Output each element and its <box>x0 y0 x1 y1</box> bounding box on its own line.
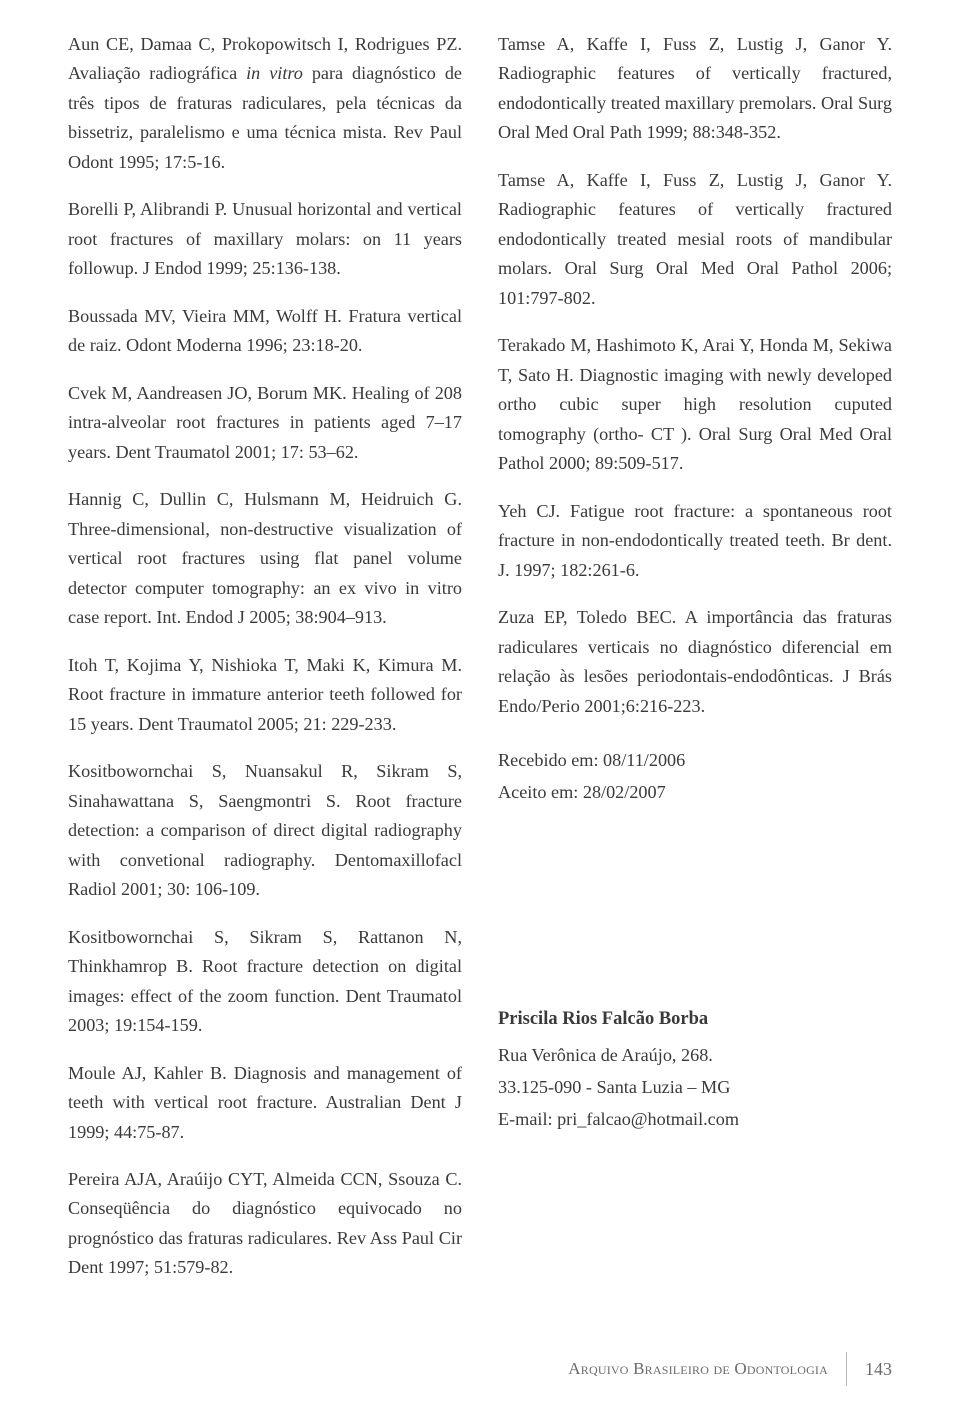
author-address-2: 33.125-090 - Santa Luzia – MG <box>498 1072 892 1104</box>
reference-item: Kositbowornchai S, Nuansakul R, Sikram S… <box>68 757 462 904</box>
reference-item: Pereira AJA, Araúijo CYT, Almeida CCN, S… <box>68 1165 462 1283</box>
reference-item: Yeh CJ. Fatigue root fracture: a spontan… <box>498 497 892 585</box>
reference-item: Itoh T, Kojima Y, Nishioka T, Maki K, Ki… <box>68 651 462 739</box>
reference-item: Hannig C, Dullin C, Hulsmann M, Heidruic… <box>68 485 462 632</box>
right-column: Tamse A, Kaffe I, Fuss Z, Lustig J, Gano… <box>498 30 892 1301</box>
accepted-date: Aceito em: 28/02/2007 <box>498 777 892 809</box>
submission-dates: Recebido em: 08/11/2006 Aceito em: 28/02… <box>498 745 892 809</box>
reference-item: Tamse A, Kaffe I, Fuss Z, Lustig J, Gano… <box>498 30 892 148</box>
page-footer: Arquivo Brasileiro de Odontologia 143 <box>568 1352 892 1386</box>
author-address-1: Rua Verônica de Araújo, 268. <box>498 1040 892 1072</box>
reference-item: Borelli P, Alibrandi P. Unusual horizont… <box>68 195 462 283</box>
author-contact: Priscila Rios Falcão Borba Rua Verônica … <box>498 1009 892 1136</box>
reference-item: Kositbowornchai S, Sikram S, Rattanon N,… <box>68 923 462 1041</box>
reference-item: Aun CE, Damaa C, Prokopowitsch I, Rodrig… <box>68 30 462 177</box>
reference-item: Tamse A, Kaffe I, Fuss Z, Lustig J, Gano… <box>498 166 892 313</box>
journal-name: Arquivo Brasileiro de Odontologia <box>568 1359 828 1379</box>
footer-divider <box>846 1352 847 1386</box>
reference-item: Boussada MV, Vieira MM, Wolff H. Fratura… <box>68 302 462 361</box>
received-date: Recebido em: 08/11/2006 <box>498 745 892 777</box>
reference-item: Moule AJ, Kahler B. Diagnosis and manage… <box>68 1059 462 1147</box>
reference-item: Zuza EP, Toledo BEC. A importância das f… <box>498 603 892 721</box>
reference-columns: Aun CE, Damaa C, Prokopowitsch I, Rodrig… <box>68 30 892 1301</box>
page-number: 143 <box>865 1359 892 1380</box>
left-column: Aun CE, Damaa C, Prokopowitsch I, Rodrig… <box>68 30 462 1301</box>
reference-item: Cvek M, Aandreasen JO, Borum MK. Healing… <box>68 379 462 467</box>
reference-item: Terakado M, Hashimoto K, Arai Y, Honda M… <box>498 331 892 478</box>
author-name: Priscila Rios Falcão Borba <box>498 1009 892 1030</box>
author-email: E-mail: pri_falcao@hotmail.com <box>498 1104 892 1136</box>
